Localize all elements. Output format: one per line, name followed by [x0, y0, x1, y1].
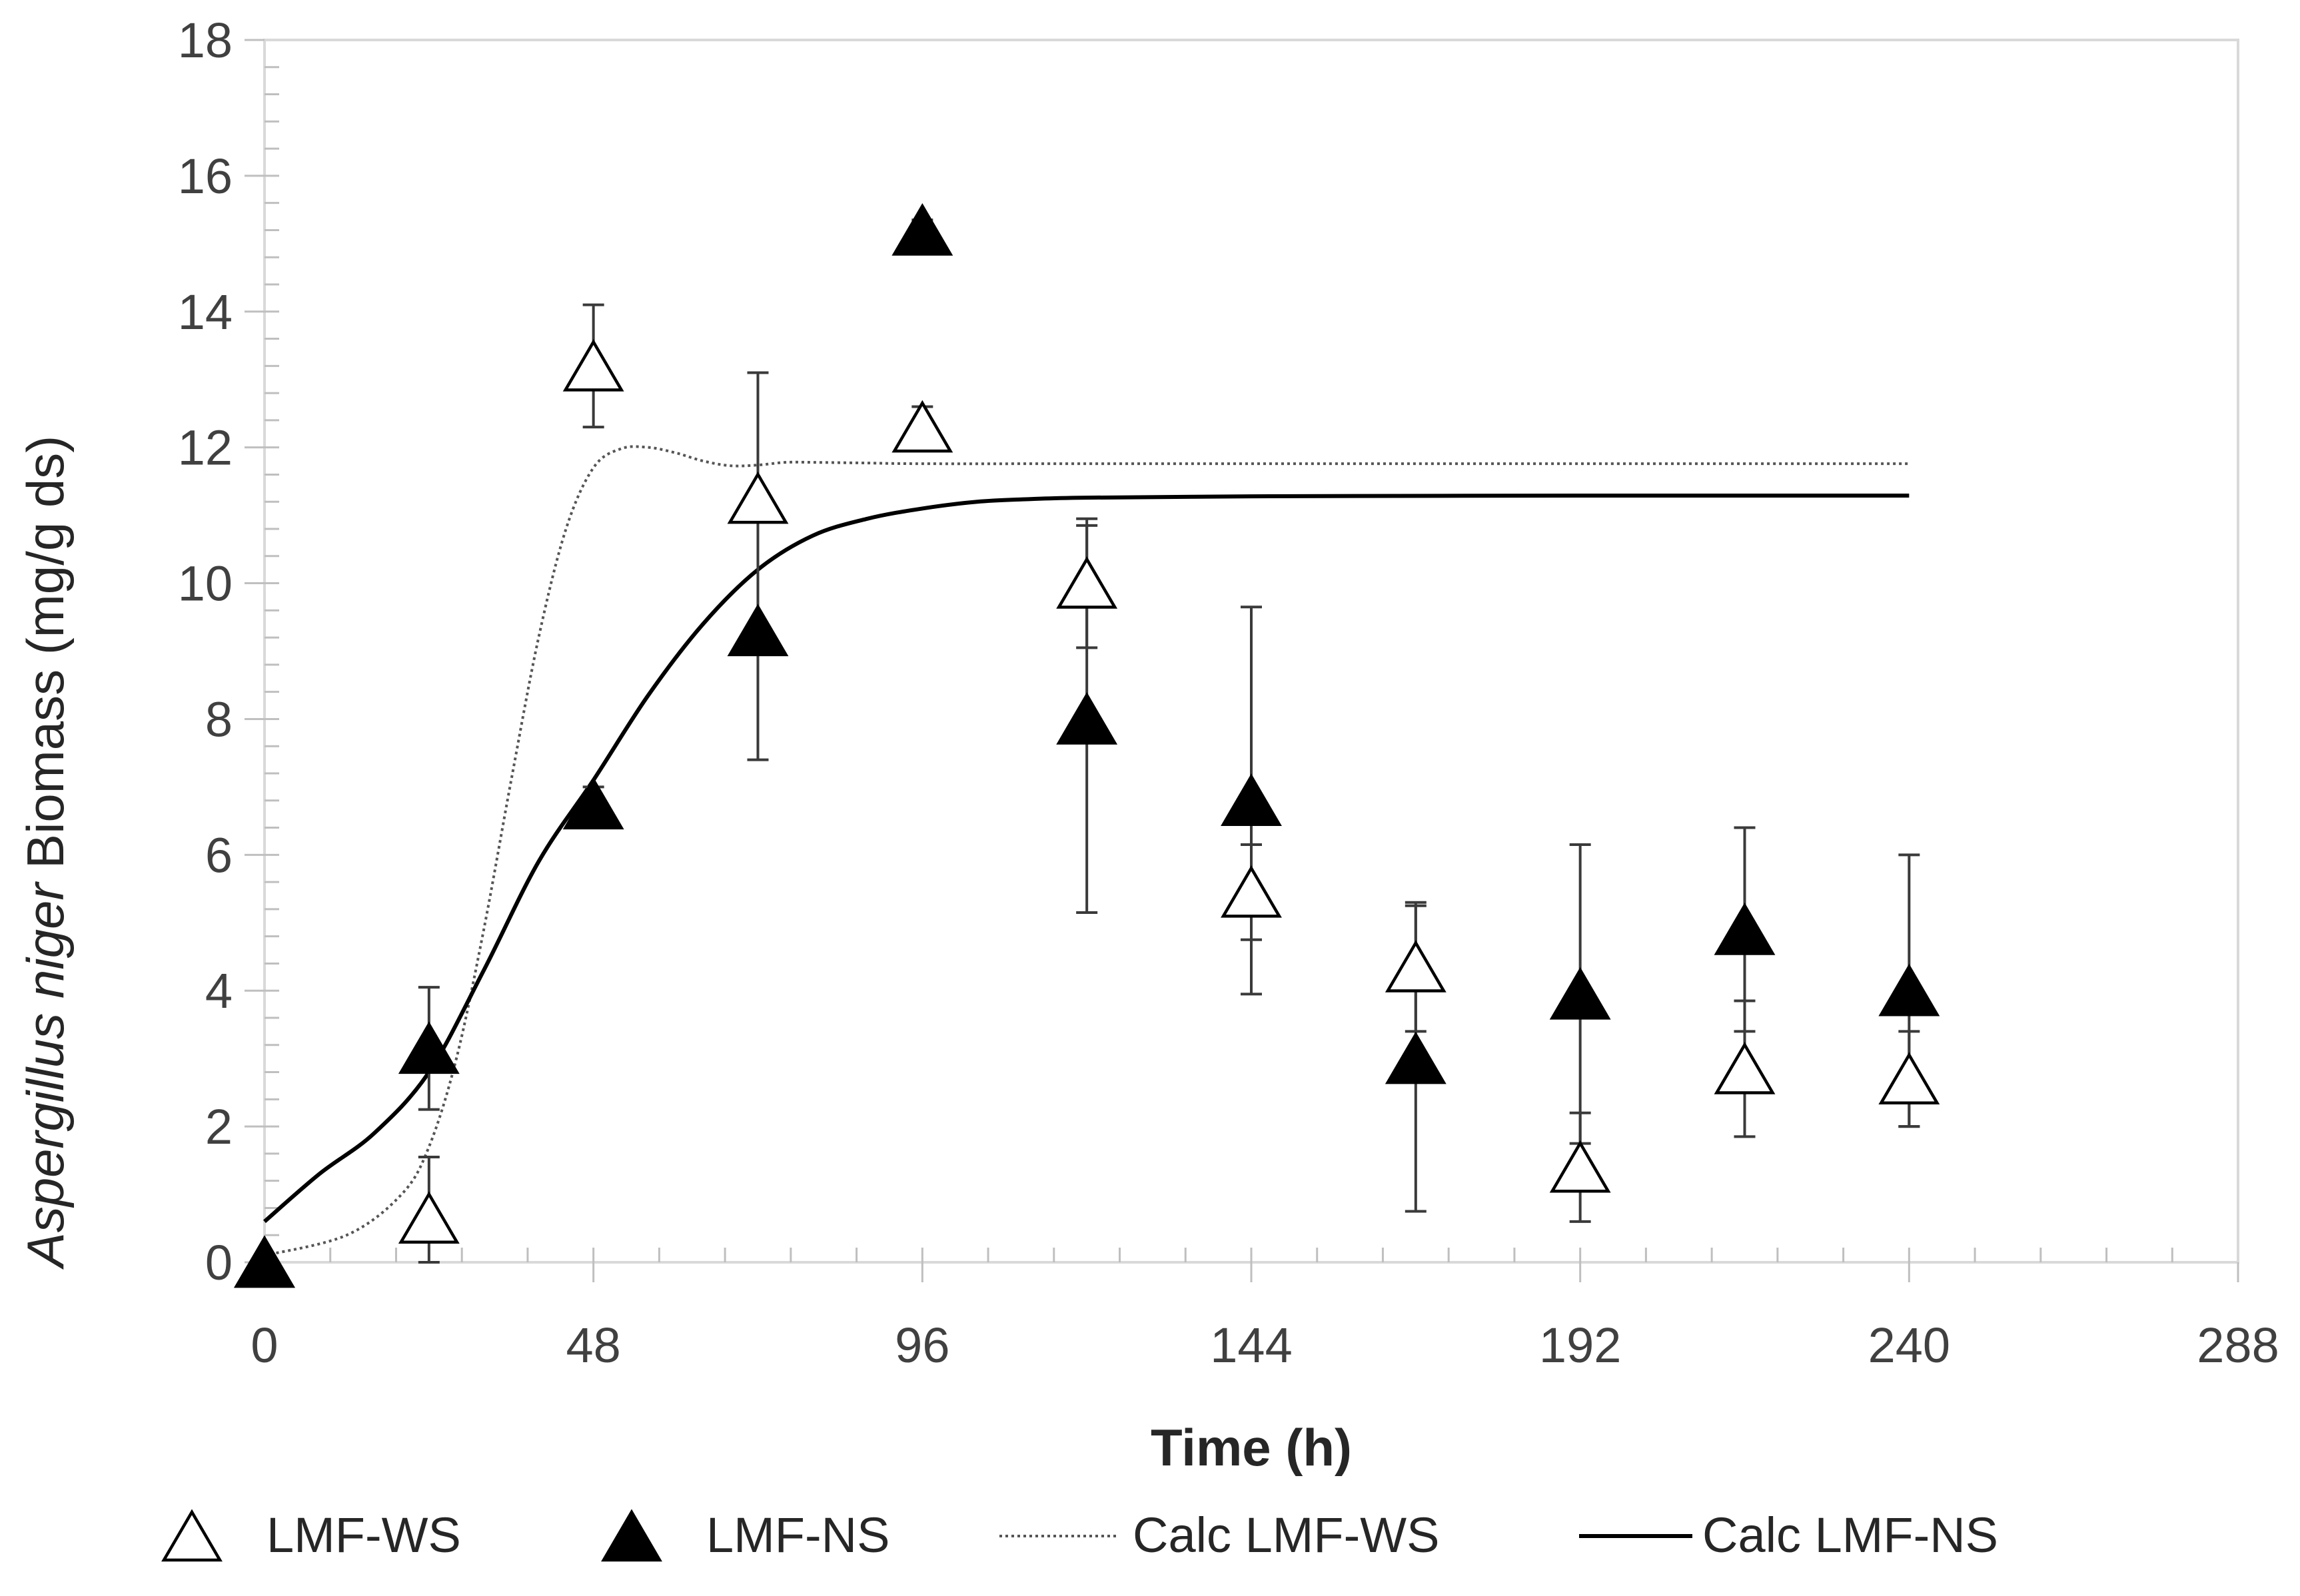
- x-tick-label: 48: [566, 1318, 621, 1373]
- y-axis-title: Aspergillus niger Biomass (mg/g ds): [16, 436, 75, 1270]
- marker-lmf-ns: [562, 777, 624, 830]
- x-tick-label: 144: [1210, 1318, 1292, 1373]
- error-bars: [418, 218, 1920, 1264]
- marker-lmf-ws: [398, 1191, 460, 1244]
- marker-lmf-ns: [398, 1021, 460, 1074]
- marker-lmf-ws: [1878, 1052, 1940, 1104]
- legend-label: Calc LMF-NS: [1702, 1507, 1998, 1563]
- marker-lmf-ws: [1221, 865, 1282, 918]
- marker-lmf-ws: [1385, 940, 1446, 993]
- x-tick-label: 288: [2197, 1318, 2279, 1373]
- legend-symbol-lmf-ws: [161, 1509, 223, 1562]
- y-tick-label: 18: [178, 13, 233, 68]
- legend-label: LMF-NS: [706, 1507, 889, 1563]
- marker-lmf-ns: [1221, 773, 1282, 827]
- marker-lmf-ns: [891, 202, 953, 256]
- y-tick-label: 6: [205, 827, 233, 883]
- y-tick-label: 2: [205, 1099, 233, 1154]
- x-tick-label: 192: [1539, 1318, 1621, 1373]
- y-tick-label: 8: [205, 691, 233, 747]
- y-tick-label: 16: [178, 149, 233, 204]
- x-axis-title: Time (h): [1151, 1418, 1352, 1477]
- marker-lmf-ns: [1714, 903, 1776, 955]
- marker-lmf-ws: [1714, 1041, 1776, 1094]
- marker-lmf-ws: [1056, 556, 1118, 609]
- legend-label: LMF-WS: [267, 1507, 461, 1563]
- legend-symbol-lmf-ns: [601, 1509, 662, 1562]
- marker-lmf-ns: [234, 1235, 295, 1288]
- marker-lmf-ws: [562, 338, 624, 392]
- y-tick-label: 0: [205, 1235, 233, 1290]
- y-axis-title-italic: Aspergillus niger: [16, 881, 75, 1270]
- marker-lmf-ns: [1385, 1031, 1446, 1084]
- y-tick-label: 4: [205, 963, 233, 1018]
- data-markers: [234, 202, 1940, 1288]
- calc-lmf-ws-curve: [264, 445, 1910, 1257]
- y-axis: 0 2 4 6 8 10 12 14 16 18: [178, 13, 279, 1290]
- x-axis: 0 48 96 144 192 240 288: [251, 1248, 2279, 1373]
- marker-lmf-ns: [1056, 691, 1118, 745]
- marker-lmf-ns: [727, 603, 789, 657]
- legend: LMF-WS LMF-NS Calc LMF-WS Calc LMF-NS: [161, 1507, 1998, 1563]
- y-axis-title-rest: Biomass (mg/g ds): [16, 436, 75, 869]
- y-tick-label: 10: [178, 556, 233, 611]
- marker-lmf-ws: [1549, 1140, 1611, 1193]
- y-tick-label: 14: [178, 284, 233, 340]
- marker-lmf-ws: [727, 471, 789, 524]
- x-tick-label: 96: [895, 1318, 949, 1373]
- marker-lmf-ws: [891, 400, 953, 453]
- y-tick-label: 12: [178, 420, 233, 476]
- x-tick-label: 0: [251, 1318, 278, 1373]
- legend-label: Calc LMF-WS: [1133, 1507, 1439, 1563]
- marker-lmf-ns: [1878, 963, 1940, 1016]
- x-tick-label: 240: [1868, 1318, 1950, 1373]
- marker-lmf-ns: [1549, 967, 1611, 1020]
